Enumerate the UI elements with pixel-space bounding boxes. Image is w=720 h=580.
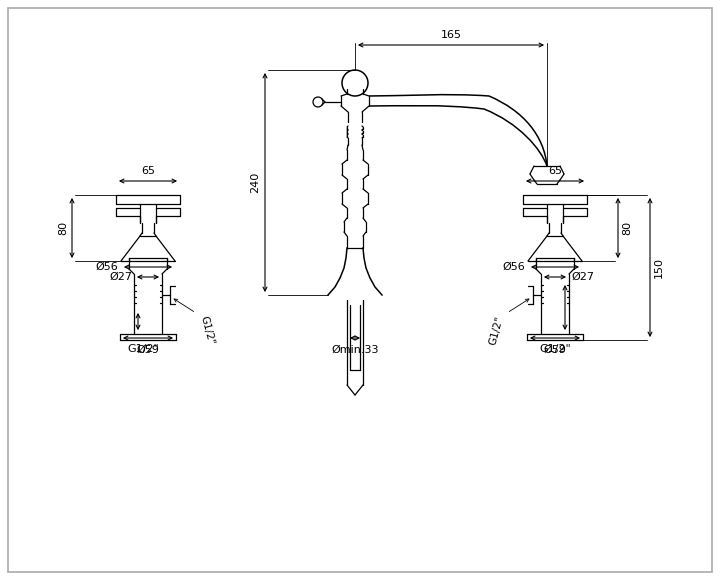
Text: G1/2": G1/2"	[487, 315, 505, 346]
Text: Ø59: Ø59	[544, 345, 567, 355]
Text: Ø56: Ø56	[95, 262, 118, 272]
Text: Ømin.33: Ømin.33	[331, 345, 379, 355]
Text: Ø27: Ø27	[109, 272, 132, 282]
Text: G1/2": G1/2"	[127, 344, 159, 354]
Text: Ø27: Ø27	[571, 272, 594, 282]
Text: 65: 65	[141, 166, 155, 176]
Text: G1/2": G1/2"	[198, 315, 215, 346]
Text: 240: 240	[250, 172, 260, 193]
Text: 150: 150	[654, 257, 664, 278]
Text: Ø59: Ø59	[137, 345, 159, 355]
Text: G1/2": G1/2"	[539, 344, 571, 354]
Text: 65: 65	[548, 166, 562, 176]
Text: 165: 165	[441, 30, 462, 40]
Text: 80: 80	[622, 221, 632, 235]
Text: 80: 80	[58, 221, 68, 235]
Text: Ø56: Ø56	[503, 262, 525, 272]
